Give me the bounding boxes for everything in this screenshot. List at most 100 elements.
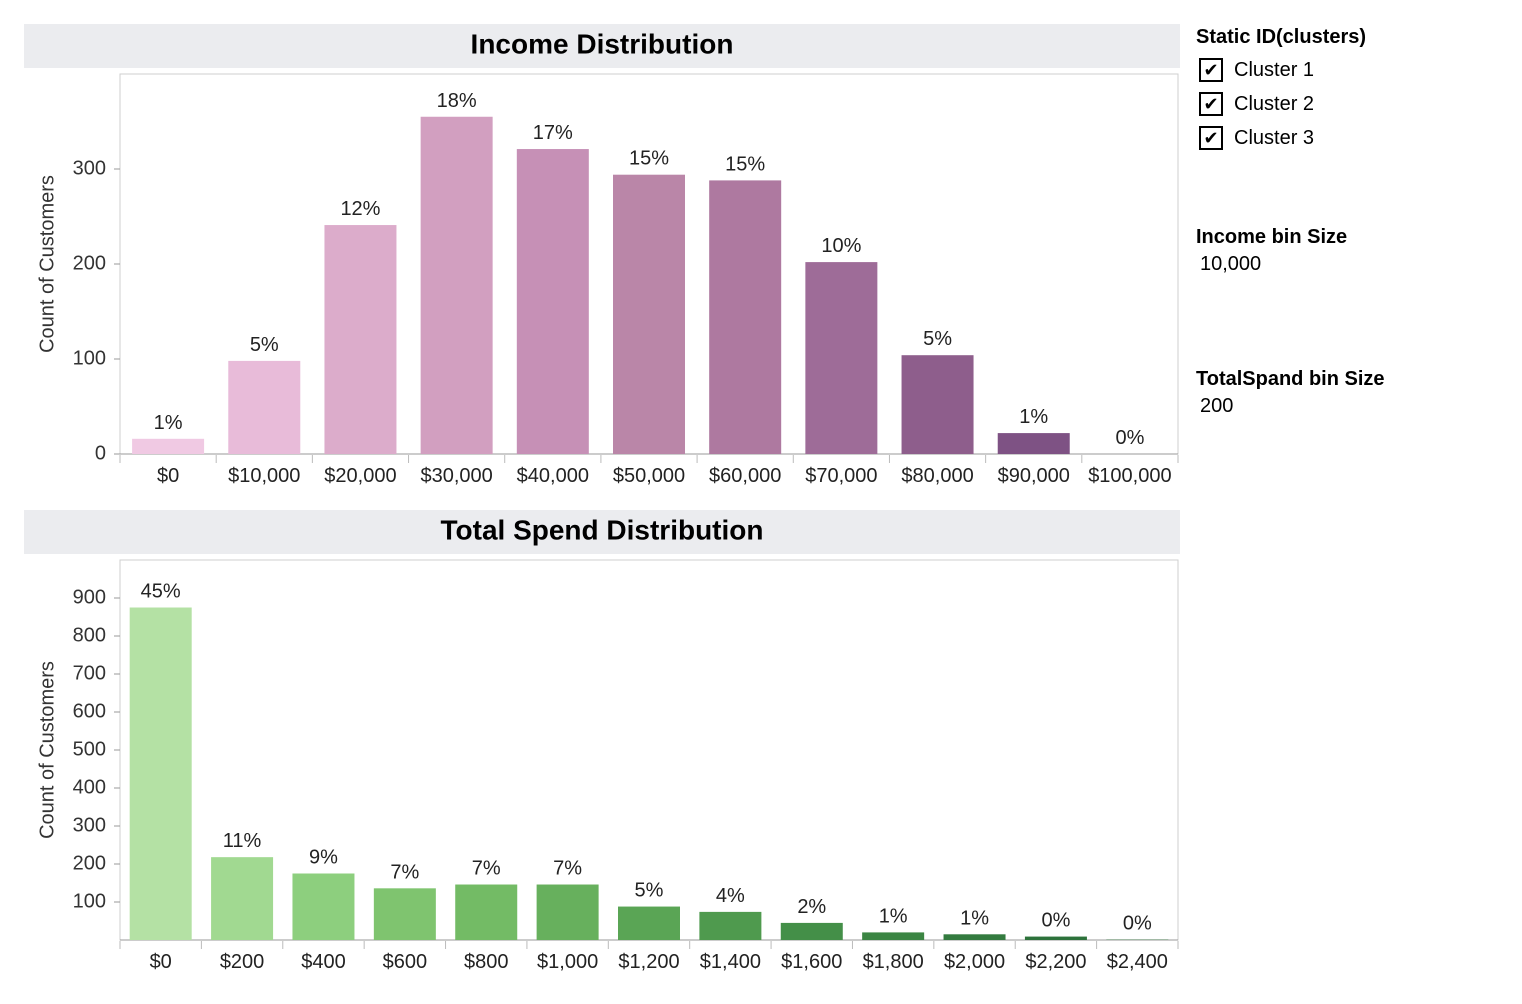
income-bar-label: 18% — [437, 90, 477, 112]
income-bar-label: 5% — [250, 334, 279, 356]
spend-y-tick-label: 600 — [73, 700, 106, 722]
income-bar — [997, 433, 1070, 454]
spend-bar — [292, 873, 355, 940]
income-bin-parameter: Income bin Size 10,000 — [1196, 226, 1347, 276]
spend-bar-label: 0% — [1041, 910, 1070, 932]
checkbox-cluster-2[interactable]: ✔ — [1199, 92, 1223, 116]
legend-item-cluster-1[interactable]: ✔ Cluster 1 — [1196, 53, 1516, 87]
spend-y-tick-label: 800 — [73, 624, 106, 646]
spend-x-tick-label: $2,000 — [944, 951, 1005, 973]
spend-chart-title: Total Spend Distribution — [440, 514, 763, 545]
spend-y-tick-label: 400 — [73, 776, 106, 798]
income-bar — [132, 438, 205, 454]
income-x-tick-label: $0 — [157, 465, 179, 487]
income-y-tick-label: 100 — [73, 347, 106, 369]
income-x-tick-label: $90,000 — [998, 465, 1070, 487]
income-x-tick-label: $80,000 — [901, 465, 973, 487]
spend-x-tick-label: $0 — [150, 951, 172, 973]
charts-area: Income Distribution Count of Customers 0 10… — [24, 24, 1180, 973]
income-bar — [901, 355, 974, 454]
spend-bar-label: 9% — [309, 847, 338, 869]
spend-bar-label: 1% — [960, 907, 989, 929]
income-y-tick-label: 300 — [73, 157, 106, 179]
spend-bar — [211, 857, 274, 940]
spend-y-tick-label: 700 — [73, 662, 106, 684]
spend-bar-label: 7% — [472, 858, 501, 880]
spend-y-tick-label: 100 — [73, 890, 106, 912]
spend-bin-parameter: TotalSpand bin Size 200 — [1196, 368, 1385, 418]
income-bar-label: 10% — [821, 235, 861, 257]
income-bin-value[interactable]: 10,000 — [1200, 253, 1262, 275]
spend-bar — [943, 934, 1006, 940]
income-x-tick-label: $100,000 — [1088, 465, 1171, 487]
income-x-tick-label: $40,000 — [517, 465, 589, 487]
income-y-tick-label: 0 — [95, 442, 106, 464]
spend-x-tick-label: $1,600 — [781, 951, 842, 973]
spend-bar — [373, 888, 436, 940]
income-bar-label: 0% — [1115, 427, 1144, 449]
legend-item-cluster-2[interactable]: ✔ Cluster 2 — [1196, 87, 1516, 121]
spend-x-tick-label: $1,200 — [618, 951, 679, 973]
checkbox-cluster-1[interactable]: ✔ — [1199, 58, 1223, 82]
spend-bar-label: 1% — [879, 905, 908, 927]
spend-x-tick-label: $1,000 — [537, 951, 598, 973]
income-x-tick-label: $50,000 — [613, 465, 685, 487]
spend-x-tick-label: $400 — [301, 951, 346, 973]
income-bar — [228, 360, 301, 454]
spend-bin-value[interactable]: 200 — [1200, 395, 1234, 417]
spend-bar — [1024, 936, 1087, 940]
income-bar-label: 15% — [725, 153, 765, 175]
income-bar-label: 5% — [923, 328, 952, 350]
spend-x-tick-label: $1,400 — [700, 951, 761, 973]
spend-bar — [536, 884, 599, 940]
legend-panel: Static ID(clusters) ✔ Cluster 1 ✔ Cluste… — [1196, 26, 1516, 155]
spend-bar — [129, 607, 192, 940]
income-bar — [805, 262, 878, 454]
spend-y-tick-label: 500 — [73, 738, 106, 760]
spend-x-tick-label: $600 — [383, 951, 428, 973]
income-bar-label: 1% — [154, 412, 183, 434]
income-x-tick-label: $10,000 — [228, 465, 300, 487]
spend-bar-label: 4% — [716, 885, 745, 907]
income-bin-title: Income bin Size — [1196, 226, 1348, 248]
income-bar — [324, 225, 397, 454]
spend-bar — [618, 906, 680, 940]
spend-bar — [455, 884, 518, 940]
spend-x-tick-label: $200 — [220, 951, 265, 973]
spend-x-tick-label: $2,200 — [1025, 951, 1086, 973]
spend-bar-label: 5% — [635, 880, 664, 902]
income-title-band — [24, 24, 1180, 68]
income-bar-label: 17% — [533, 122, 573, 144]
spend-y-tick-label: 300 — [73, 814, 106, 836]
spend-bar-label: 2% — [797, 896, 826, 918]
spend-bin-title: TotalSpand bin Size — [1196, 368, 1385, 390]
spend-y-tick-label: 200 — [73, 852, 106, 874]
legend-item-cluster-3[interactable]: ✔ Cluster 3 — [1196, 121, 1516, 155]
spend-bar — [699, 911, 762, 940]
legend-label-cluster-1: Cluster 1 — [1234, 58, 1315, 81]
spend-bar-label: 0% — [1123, 913, 1152, 935]
legend-title: Static ID(clusters) — [1196, 26, 1367, 48]
income-bar — [709, 180, 782, 454]
spend-bar-label: 45% — [141, 581, 181, 603]
income-x-tick-label: $70,000 — [805, 465, 877, 487]
spend-x-tick-label: $2,400 — [1107, 951, 1168, 973]
income-bar-label: 12% — [340, 198, 380, 220]
income-x-tick-label: $30,000 — [420, 465, 492, 487]
legend-label-cluster-3: Cluster 3 — [1234, 126, 1315, 149]
income-bar-label: 1% — [1019, 406, 1048, 428]
income-x-tick-label: $20,000 — [324, 465, 396, 487]
spend-x-tick-label: $1,800 — [863, 951, 924, 973]
income-bar — [516, 149, 589, 455]
spend-bar-label: 7% — [390, 861, 419, 883]
spend-bar-label: 7% — [553, 858, 582, 880]
legend-label-cluster-2: Cluster 2 — [1234, 92, 1315, 115]
checkbox-cluster-3[interactable]: ✔ — [1199, 126, 1223, 150]
spend-y-tick-label: 900 — [73, 586, 106, 608]
income-chart-title: Income Distribution — [471, 28, 734, 59]
spend-bar-label: 11% — [223, 830, 262, 852]
spend-title-band — [24, 510, 1180, 554]
income-y-tick-label: 200 — [73, 252, 106, 274]
income-x-tick-label: $60,000 — [709, 465, 781, 487]
income-y-axis-title: Count of Customers — [36, 175, 58, 353]
